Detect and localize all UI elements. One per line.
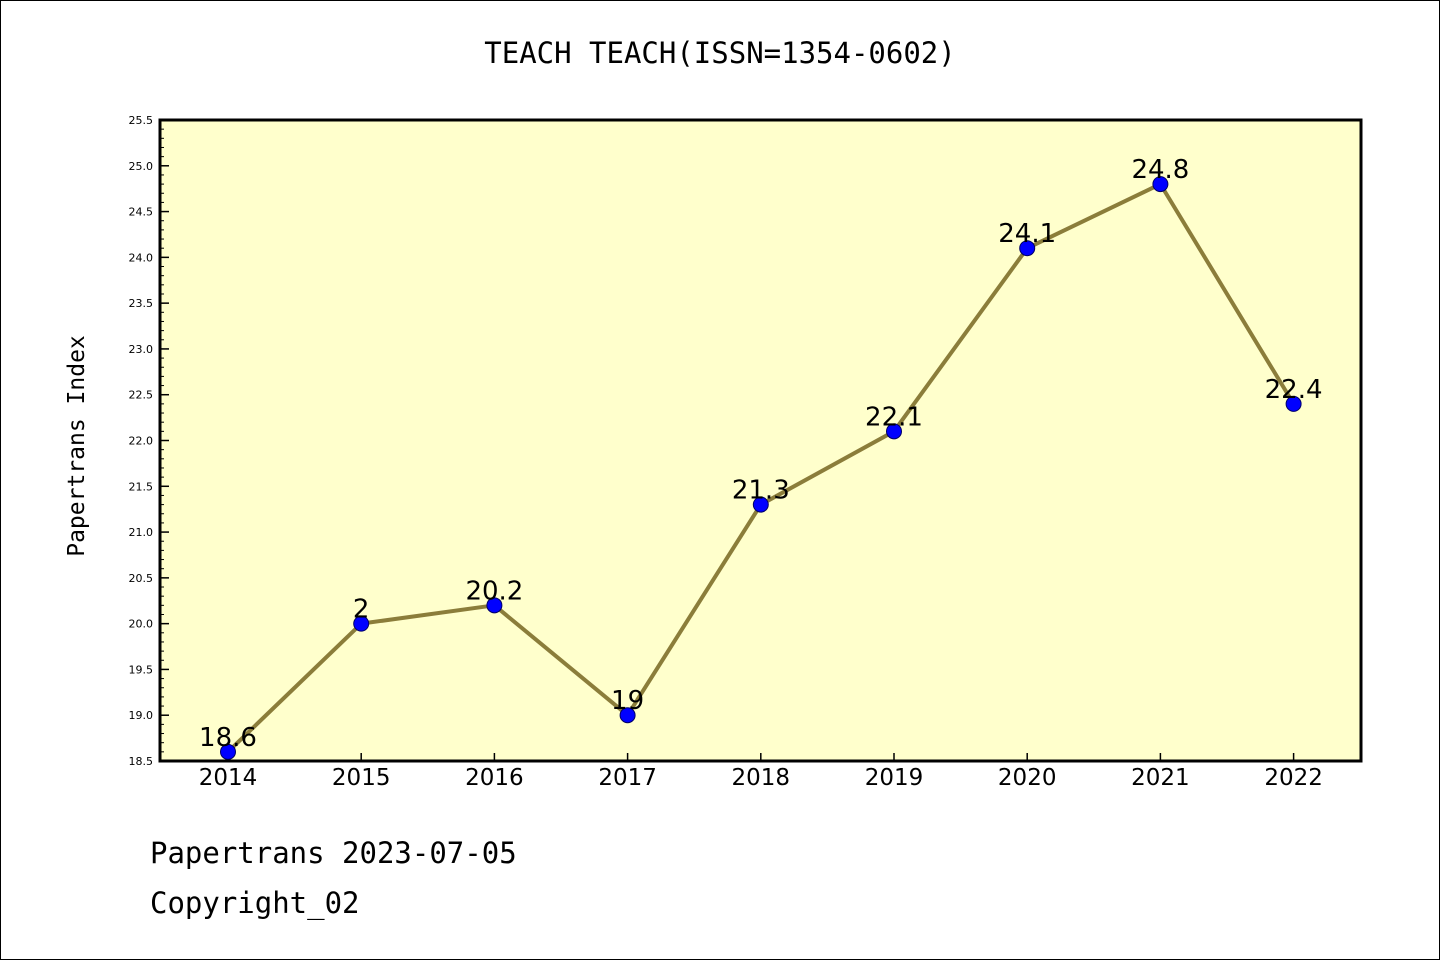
y-axis-title: Papertrans Index xyxy=(64,335,90,557)
y-tick-label: 19.0 xyxy=(129,709,154,722)
x-tick-label: 2019 xyxy=(865,765,924,791)
footer-copyright: Copyright_02 xyxy=(150,886,360,920)
y-tick-label: 18.5 xyxy=(129,755,154,768)
y-tick-label: 23.0 xyxy=(129,343,154,356)
plot-border xyxy=(158,118,1363,763)
data-label: 22.1 xyxy=(865,402,923,432)
data-point xyxy=(619,707,636,724)
data-point xyxy=(1285,395,1302,412)
data-label: 19 xyxy=(611,686,644,716)
chart-title: TEACH TEACH(ISSN=1354-0602) xyxy=(484,36,956,70)
data-point xyxy=(1019,240,1036,257)
y-tick-label: 22.0 xyxy=(129,435,154,448)
x-tick-label: 2015 xyxy=(332,765,391,791)
x-tick-label: 2022 xyxy=(1264,765,1323,791)
plot-area xyxy=(160,120,1361,761)
y-tick-label: 20.5 xyxy=(129,572,154,585)
x-tick-label: 2017 xyxy=(598,765,657,791)
data-point xyxy=(486,597,503,614)
x-tick-label: 2016 xyxy=(465,765,524,791)
y-tick-label: 21.5 xyxy=(129,480,154,493)
y-tick-label: 25.0 xyxy=(129,160,154,173)
y-axis-ticks: 18.5 19.0 19.5 20.0 20.5 21.0 21.5 22.0 22.5 23.0… xyxy=(129,114,169,768)
data-label: 18.6 xyxy=(199,723,257,753)
y-tick-label: 25.5 xyxy=(129,114,154,127)
footer-date: Papertrans 2023-07-05 xyxy=(150,836,517,870)
x-tick-label: 2020 xyxy=(998,765,1057,791)
data-point xyxy=(886,423,902,440)
x-tick-label: 2018 xyxy=(732,765,791,791)
data-label: 20.2 xyxy=(465,576,523,606)
data-label: 22.4 xyxy=(1265,375,1323,405)
data-point xyxy=(353,615,370,632)
y-tick-label: 22.5 xyxy=(129,389,154,402)
data-point xyxy=(752,496,769,513)
data-point xyxy=(1152,176,1169,193)
y-tick-label: 24.0 xyxy=(129,251,154,264)
series-markers xyxy=(220,176,1302,760)
data-label: 21.3 xyxy=(732,476,790,506)
y-tick-label: 23.5 xyxy=(129,297,154,310)
data-label: 24.1 xyxy=(998,219,1056,249)
x-tick-label: 2021 xyxy=(1131,765,1190,791)
y-tick-label: 20.0 xyxy=(129,618,154,631)
y-tick-label: 24.5 xyxy=(129,206,154,219)
data-labels: 18.6 2 20.2 19 21.3 22.1 24.1 24.8 22.4 xyxy=(199,155,1322,753)
data-label: 2 xyxy=(353,595,370,625)
x-axis-ticks: 2014 2015 2016 2017 2018 2019 2020 2021 2022 xyxy=(199,753,1323,791)
x-tick-label: 2014 xyxy=(199,765,258,791)
y-tick-label: 19.5 xyxy=(129,663,154,676)
y-tick-label: 21.0 xyxy=(129,526,154,539)
data-point xyxy=(220,743,236,760)
data-label: 24.8 xyxy=(1131,155,1189,185)
